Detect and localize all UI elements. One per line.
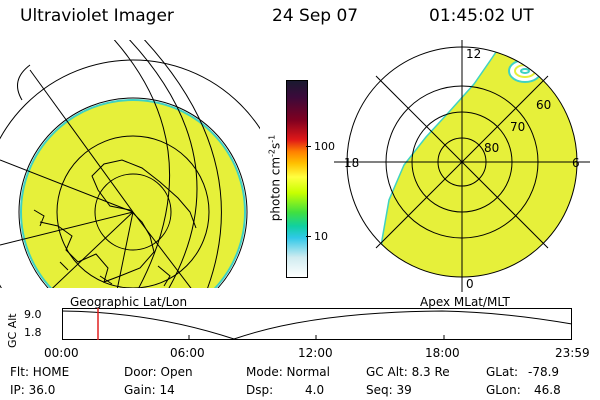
mlt-label-12: 12 xyxy=(466,47,481,61)
latitude-circles xyxy=(0,59,260,288)
mlt-label-6: 6 xyxy=(572,156,580,170)
status-glon-label: GLon: xyxy=(486,383,521,397)
timeline-ylabel: GC Alt xyxy=(6,313,19,348)
mlat-label-80: 80 xyxy=(484,141,499,155)
status-gc-alt: GC Alt: 8.3 Re xyxy=(366,365,450,379)
mlat-label-60: 60 xyxy=(536,98,551,112)
instrument-title: Ultraviolet Imager xyxy=(20,6,174,26)
status-dsp-value: 4.0 xyxy=(305,383,325,397)
timeline-xtick-1200: 12:00 xyxy=(298,346,333,360)
magnetic-polar-plot: 12 18 6 0 60 70 80 xyxy=(334,40,590,292)
auroral-patch-top xyxy=(508,59,542,83)
mlt-lines xyxy=(334,40,590,292)
colorbar xyxy=(286,80,308,278)
geographic-label: Geographic Lat/Lon xyxy=(70,295,188,309)
altitude-curve xyxy=(62,310,573,340)
status-door: Door: Open xyxy=(124,365,193,379)
time-label: 01:45:02 UT xyxy=(429,6,534,26)
mlt-label-18: 18 xyxy=(344,156,359,170)
colorbar-tick-100 xyxy=(306,146,311,147)
meridian-arcs xyxy=(17,40,222,288)
timeline-xtick-2359: 23:59 xyxy=(555,346,590,360)
mlat-label-70: 70 xyxy=(510,120,525,134)
colorbar-label-10: 10 xyxy=(314,230,328,243)
longitude-lines xyxy=(0,69,192,288)
geographic-map xyxy=(0,40,260,288)
status-mode: Mode: Normal xyxy=(246,365,330,379)
timeline-xtick-1800: 18:00 xyxy=(425,346,460,360)
date-label: 24 Sep 07 xyxy=(272,6,359,26)
status-seq: Seq: 39 xyxy=(366,383,412,397)
timeline-xtick-0000: 00:00 xyxy=(44,346,79,360)
timeline-ytick-top: 9.0 xyxy=(24,308,42,321)
colorbar-tick-10 xyxy=(306,236,311,237)
timeline-xtick-0600: 06:00 xyxy=(170,346,205,360)
mlt-label-0: 0 xyxy=(466,277,474,291)
coastline-fragments xyxy=(33,209,171,287)
status-dsp-label: Dsp: xyxy=(246,383,274,397)
magnetic-image-region xyxy=(380,47,577,277)
status-gain: Gain: 14 xyxy=(124,383,175,397)
colorbar-label-100: 100 xyxy=(314,140,335,153)
status-glat-label: GLat: xyxy=(486,365,519,379)
colorbar-unit-label: photon cm-2s-1 xyxy=(267,134,283,222)
status-flt: Flt: HOME xyxy=(10,365,70,379)
status-glat-value: -78.9 xyxy=(528,365,560,379)
magnetic-label: Apex MLat/MLT xyxy=(420,295,510,309)
timeline-ytick-bottom: 1.8 xyxy=(24,326,42,339)
antarctica-coastline xyxy=(39,159,197,283)
status-ip: IP: 36.0 xyxy=(10,383,56,397)
altitude-timeline xyxy=(62,308,573,340)
status-glon-value: 46.8 xyxy=(534,383,561,397)
